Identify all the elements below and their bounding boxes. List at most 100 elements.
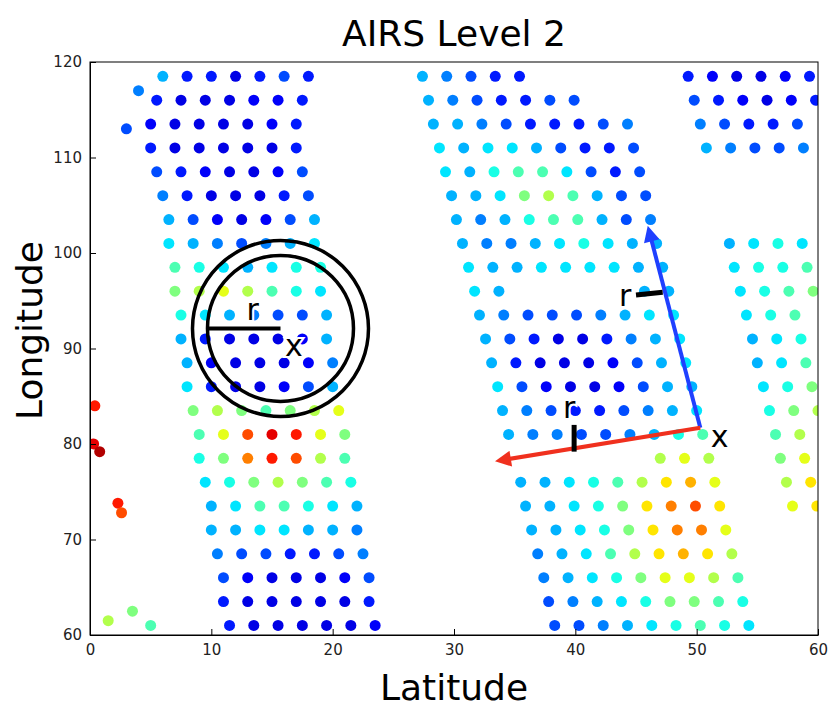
point xyxy=(661,477,672,488)
point xyxy=(737,596,748,607)
point xyxy=(583,357,594,368)
point xyxy=(555,142,566,153)
point xyxy=(254,357,265,368)
point xyxy=(297,95,308,106)
point xyxy=(765,310,776,321)
point xyxy=(536,262,547,273)
y-axis: 60708090100110120 xyxy=(53,53,96,644)
y-tick-mark xyxy=(90,62,96,63)
point xyxy=(638,381,649,392)
x-tick-mark xyxy=(575,629,576,635)
point xyxy=(531,142,542,153)
point xyxy=(584,262,595,273)
x-tick-mark xyxy=(333,629,334,635)
point xyxy=(788,405,799,416)
y-tick-label: 60 xyxy=(63,626,82,644)
point xyxy=(151,166,162,177)
x-tick-mark xyxy=(211,629,212,635)
point xyxy=(493,286,504,297)
point xyxy=(512,262,523,273)
point xyxy=(543,190,554,201)
point xyxy=(592,596,603,607)
point xyxy=(599,524,610,535)
point xyxy=(273,95,284,106)
point xyxy=(504,333,515,344)
point xyxy=(127,606,138,617)
point xyxy=(581,548,592,559)
point xyxy=(446,190,457,201)
point xyxy=(713,95,724,106)
point xyxy=(182,190,193,201)
point xyxy=(469,286,480,297)
point xyxy=(616,596,627,607)
point xyxy=(230,71,241,82)
point xyxy=(482,142,493,153)
point xyxy=(267,429,278,440)
point xyxy=(747,333,758,344)
point xyxy=(254,190,265,201)
point xyxy=(200,95,211,106)
point xyxy=(689,596,700,607)
point xyxy=(811,501,818,512)
point xyxy=(339,453,350,464)
point xyxy=(327,524,338,535)
point xyxy=(644,310,655,321)
x-tick-label: 0 xyxy=(86,641,96,659)
point xyxy=(525,119,536,130)
point xyxy=(273,166,284,177)
point xyxy=(643,405,654,416)
point xyxy=(364,572,375,583)
point xyxy=(224,333,235,344)
x-tick-label: 50 xyxy=(688,641,707,659)
point xyxy=(291,429,302,440)
point xyxy=(787,501,798,512)
point xyxy=(709,477,720,488)
point xyxy=(90,400,100,411)
point xyxy=(593,501,604,512)
point xyxy=(242,572,253,583)
point xyxy=(242,142,253,153)
point xyxy=(524,214,535,225)
point xyxy=(556,548,567,559)
point xyxy=(230,190,241,201)
point xyxy=(291,142,302,153)
point xyxy=(303,524,314,535)
point xyxy=(279,190,290,201)
point xyxy=(719,620,730,631)
point xyxy=(520,501,531,512)
point xyxy=(805,477,816,488)
point xyxy=(194,119,205,130)
point xyxy=(224,477,235,488)
point xyxy=(800,357,811,368)
x-tick-label: 30 xyxy=(445,641,464,659)
point xyxy=(646,620,657,631)
point xyxy=(719,119,730,130)
point xyxy=(762,95,773,106)
point xyxy=(514,71,525,82)
point xyxy=(285,548,296,559)
x-tick-label: 10 xyxy=(202,641,221,659)
point xyxy=(480,333,491,344)
point xyxy=(743,620,754,631)
point xyxy=(236,214,247,225)
point xyxy=(440,166,451,177)
point xyxy=(285,214,296,225)
point xyxy=(248,477,259,488)
point xyxy=(741,310,752,321)
point xyxy=(218,429,229,440)
point xyxy=(309,214,320,225)
point xyxy=(434,142,445,153)
point xyxy=(260,214,271,225)
point xyxy=(218,142,229,153)
point xyxy=(315,453,326,464)
point xyxy=(749,142,760,153)
point xyxy=(540,477,551,488)
point xyxy=(279,501,290,512)
point xyxy=(729,262,740,273)
point xyxy=(267,262,278,273)
y-tick: 110 xyxy=(53,149,96,167)
point xyxy=(683,71,694,82)
point xyxy=(537,166,548,177)
point xyxy=(701,142,712,153)
point xyxy=(737,95,748,106)
